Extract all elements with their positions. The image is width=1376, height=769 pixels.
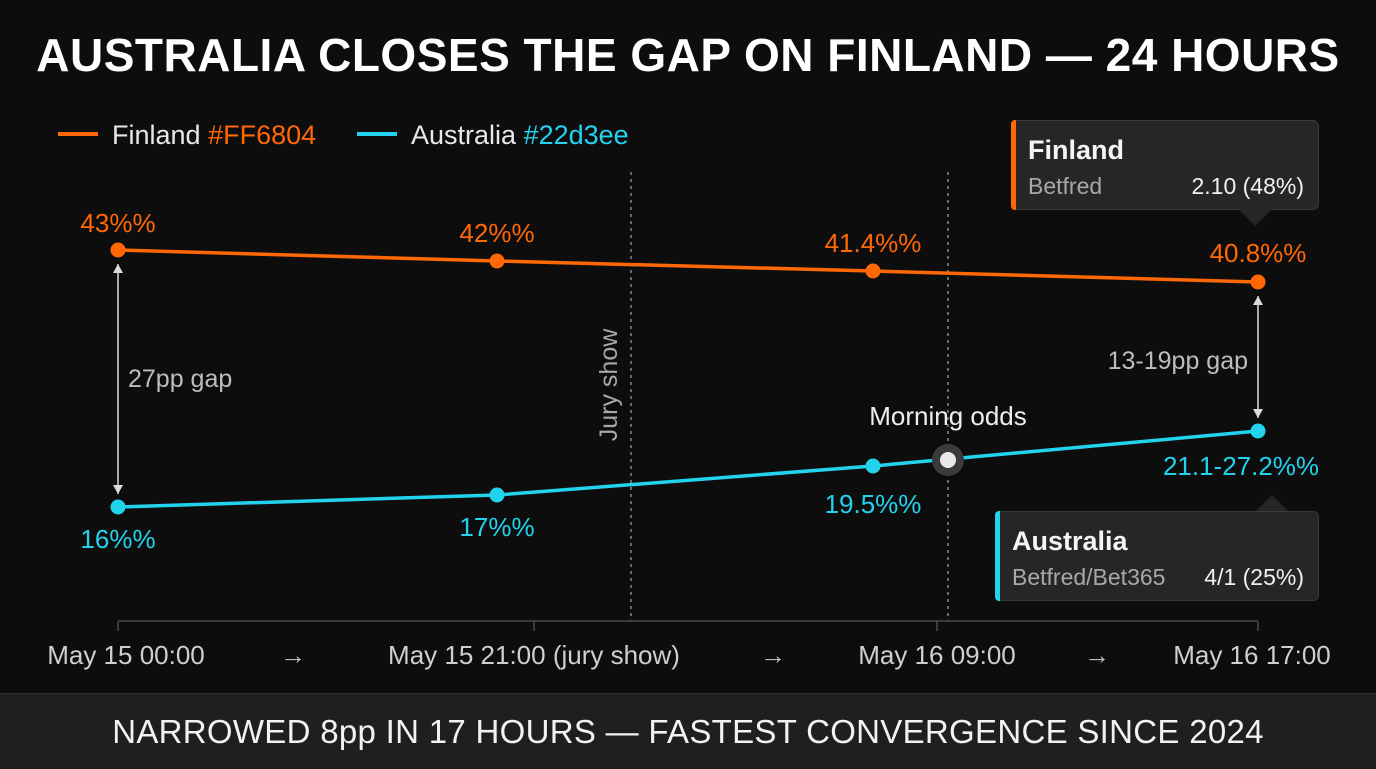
data-label-finland: 40.8%% (1210, 238, 1307, 268)
data-label-australia: 19.5%% (825, 489, 922, 519)
tooltip-title: Australia (1012, 526, 1128, 556)
tooltip-accent (1011, 120, 1016, 210)
series-line-finland (117, 248, 1259, 284)
data-label-australia: 17%% (459, 512, 534, 542)
legend: Finland #FF6804 Australia #22d3ee (58, 120, 629, 150)
tooltip-accent (995, 511, 1000, 601)
chart-title: AUSTRALIA CLOSES THE GAP ON FINLAND — 24… (36, 29, 1340, 81)
gap-label-start: 27pp gap (128, 365, 232, 393)
tooltip-source: Betfred/Bet365 (1012, 564, 1166, 590)
data-point-australia (1250, 423, 1266, 439)
data-label-australia: 21.1-27.2%% (1163, 451, 1319, 481)
legend-label-australia: Australia #22d3ee (411, 120, 629, 150)
x-axis: May 15 00:00 May 15 21:00 (jury show) May … (47, 620, 1331, 670)
tooltip-value: 4/1 (25%) (1204, 564, 1304, 590)
data-label-australia: 16%% (80, 524, 155, 554)
arrowhead (113, 485, 123, 494)
tooltip-pointer-finland (1238, 209, 1272, 226)
arrowhead (1253, 296, 1263, 305)
data-point-australia (489, 487, 505, 503)
tooltip-title: Finland (1028, 135, 1124, 165)
tooltip-source: Betfred (1028, 173, 1103, 199)
data-label-finland: 43%% (80, 208, 155, 238)
gap-label-end: 13-19pp gap (1108, 347, 1248, 375)
x-tick-label: May 16 09:00 (858, 640, 1016, 670)
data-point-finland (489, 253, 505, 269)
tooltip-pointer-australia (1255, 495, 1289, 512)
line-chart: Finland #FF6804 Australia #22d3ee Jury s… (47, 120, 1331, 670)
gap-annotations: 27pp gap 13-19pp gap (113, 264, 1263, 494)
data-label-finland: 42%% (459, 218, 534, 248)
data-point-finland (1250, 274, 1266, 290)
morning-odds-marker-dot (940, 452, 956, 468)
data-point-australia (865, 458, 881, 474)
tooltip-value: 2.10 (48%) (1191, 173, 1304, 199)
x-axis-arrow: → (1084, 640, 1110, 670)
x-tick-label: May 15 00:00 (47, 640, 205, 670)
tooltip-australia: Australia Betfred/Bet365 4/1 (25%) (995, 511, 1319, 601)
series: 43%% 42%% 41.4%% 40.8%% 16%% 17%% 19.5%% 21.1-2… (80, 208, 1319, 554)
x-axis-arrow: → (760, 640, 786, 670)
arrowhead (113, 264, 123, 273)
data-point-finland (110, 242, 126, 258)
x-tick-label: May 15 21:00 (jury show) (388, 640, 680, 670)
data-label-finland: 41.4%% (825, 228, 922, 258)
x-axis-arrow: → (280, 640, 306, 670)
event-markers: Jury show Morning odds (595, 172, 1027, 621)
x-tick-label: May 16 17:00 (1173, 640, 1331, 670)
legend-label-finland: Finland #FF6804 (112, 120, 316, 150)
arrowhead (1253, 409, 1263, 418)
data-point-australia (110, 499, 126, 515)
morning-odds-label: Morning odds (869, 401, 1027, 431)
data-point-finland (865, 263, 881, 279)
footer-banner: NARROWED 8pp IN 17 HOURS — FASTEST CONVE… (0, 693, 1376, 769)
tooltip-finland: Finland Betfred 2.10 (48%) (1011, 120, 1319, 210)
series-line-australia (117, 429, 1259, 509)
jury-show-label: Jury show (595, 328, 623, 441)
